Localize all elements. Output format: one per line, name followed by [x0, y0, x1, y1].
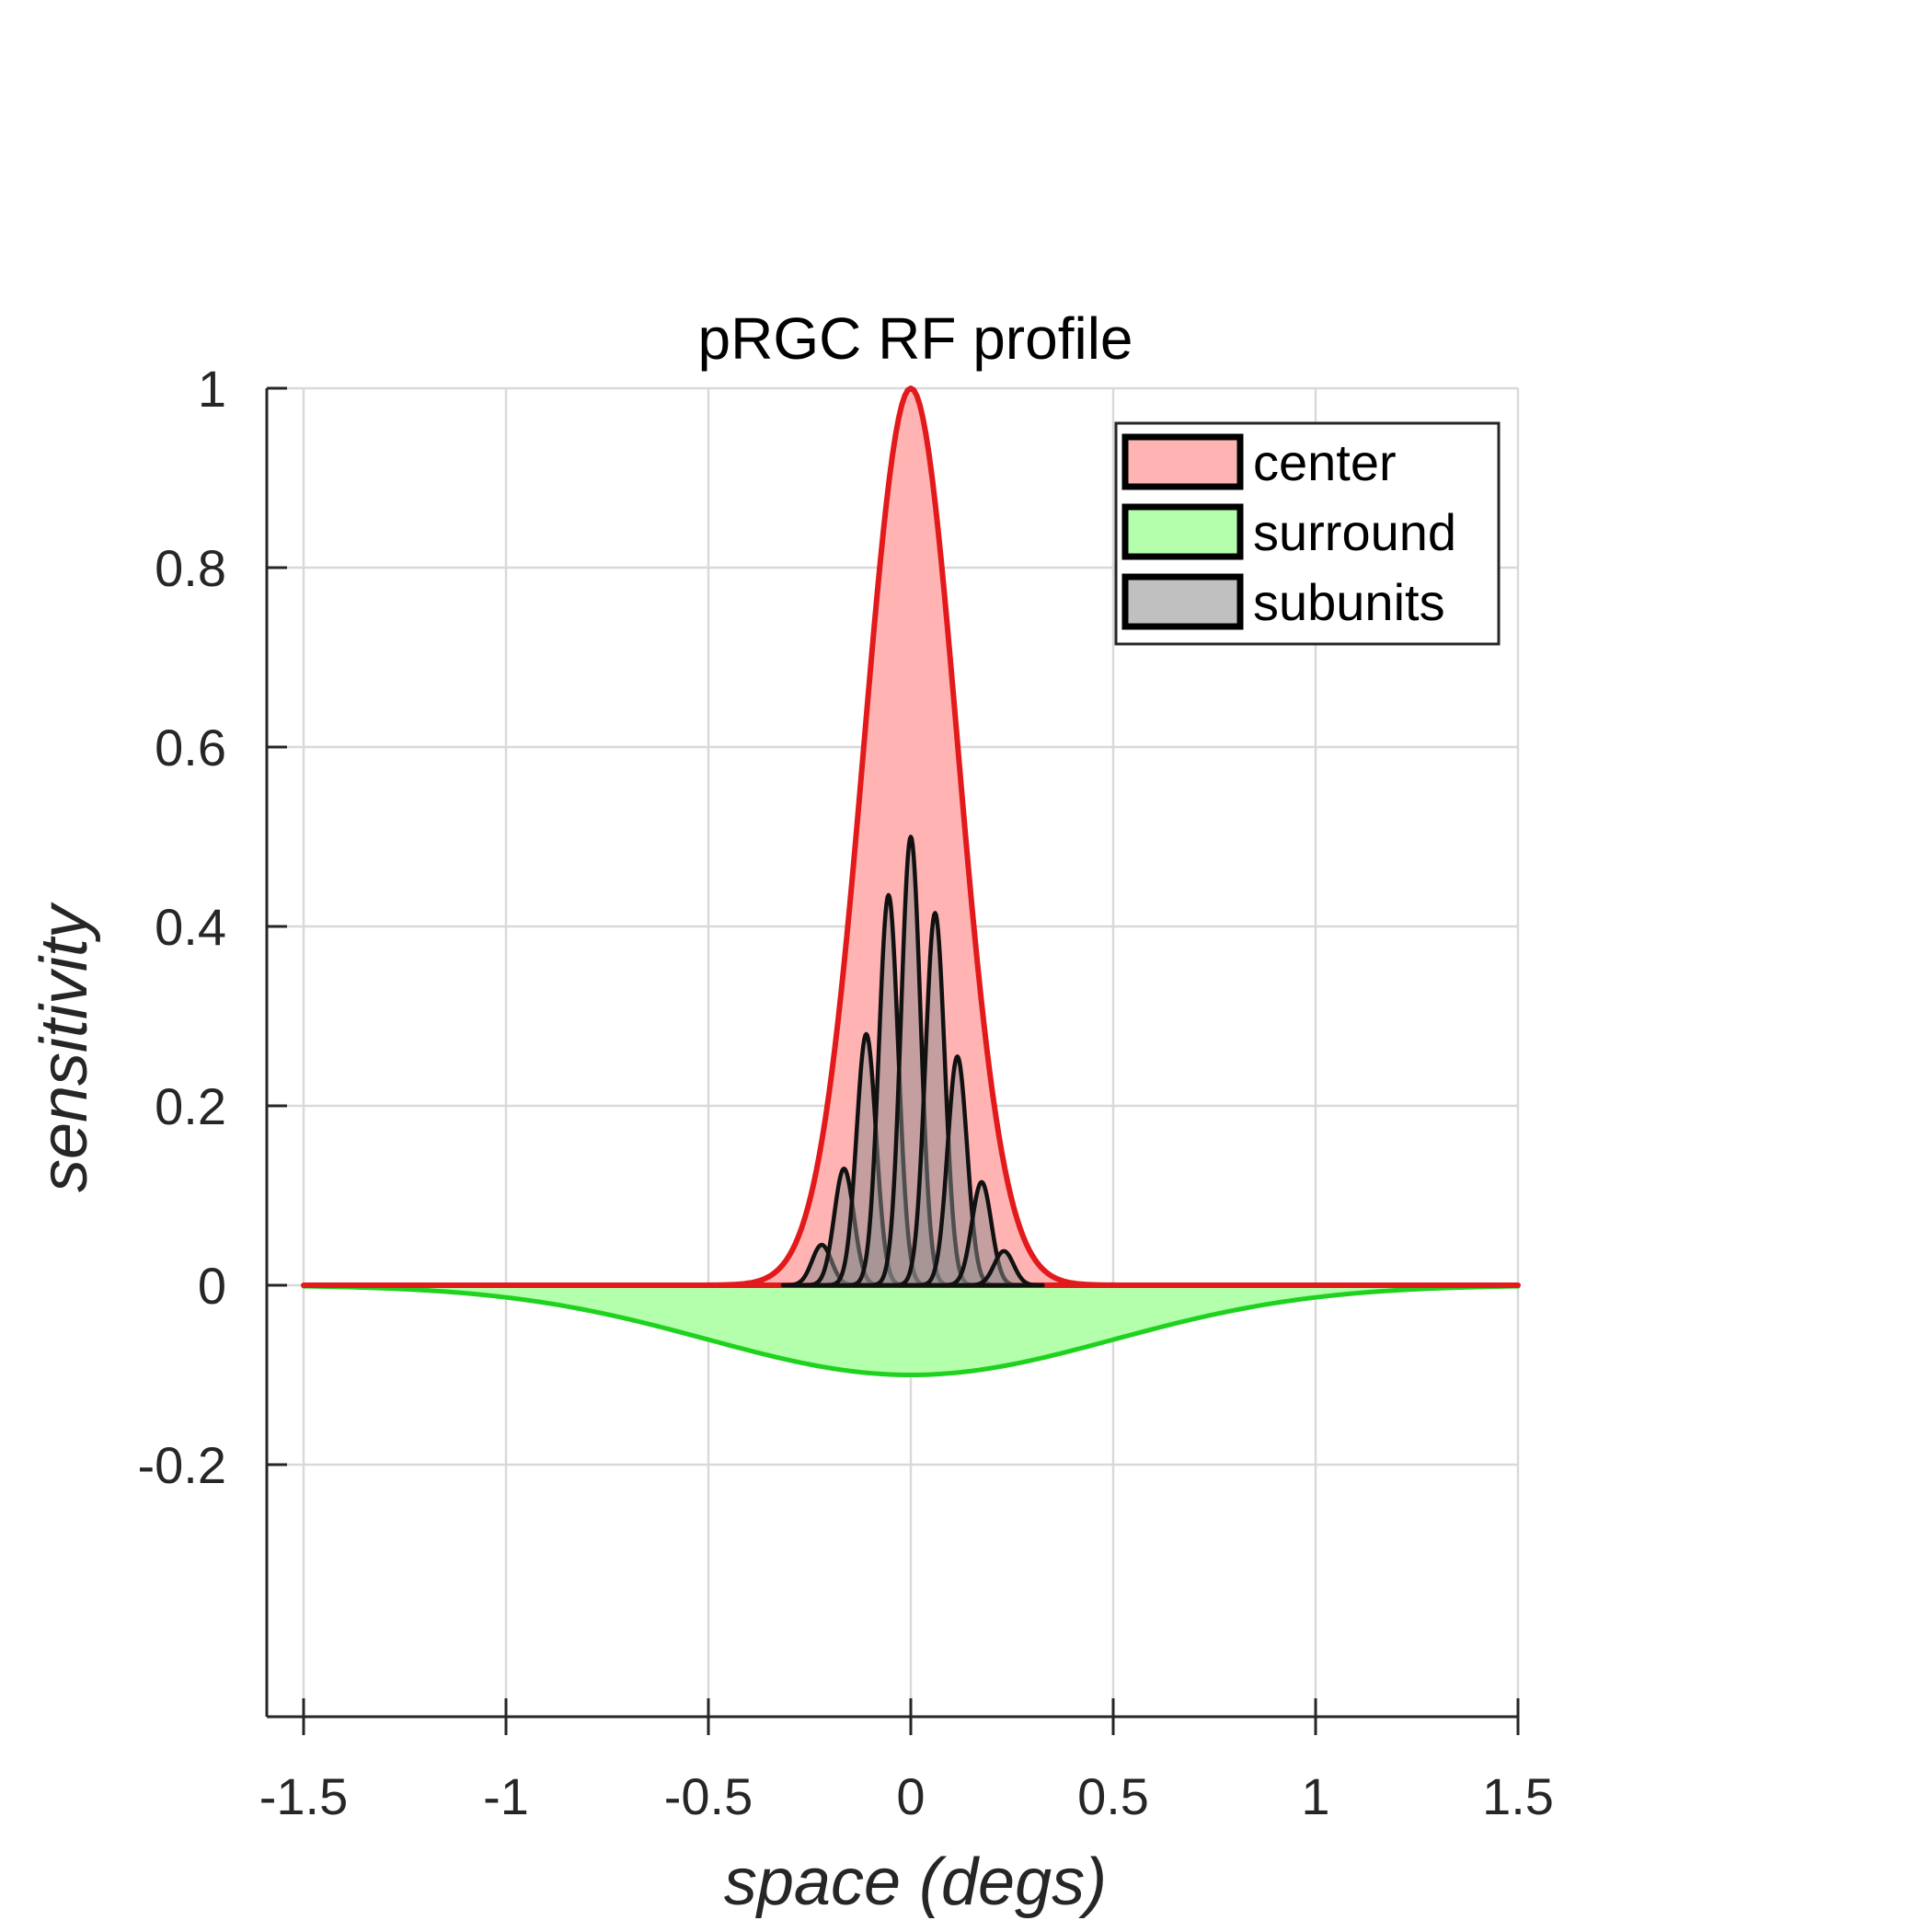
legend-swatch-subunits — [1121, 573, 1244, 630]
y-tick-label: 0.4 — [155, 898, 226, 956]
legend-swatch-center — [1121, 433, 1244, 490]
y-tick-label: 1 — [198, 360, 226, 418]
legend-swatch-surround — [1121, 503, 1244, 560]
x-tick-label: 0 — [896, 1767, 925, 1825]
axes: -1.5 -1 -0.5 0 0.5 1 1.5 -0.2 0 0.2 0.4 0.6 0.8 1 — [138, 360, 1554, 1825]
y-tick-label: 0 — [198, 1257, 226, 1315]
y-ticks: -0.2 0 0.2 0.4 0.6 0.8 1 — [138, 360, 287, 1494]
legend-label-center: center — [1253, 433, 1397, 491]
chart-title: pRGC RF profile — [698, 305, 1133, 372]
x-tick-label: 1.5 — [1482, 1767, 1554, 1825]
legend-item-subunits: subunits — [1121, 573, 1445, 631]
x-tick-label: -0.5 — [664, 1767, 753, 1825]
x-tick-label: -1 — [483, 1767, 529, 1825]
y-tick-label: 0.6 — [155, 719, 226, 776]
legend-item-center: center — [1121, 433, 1397, 491]
x-axis-label: space (degs) — [724, 1846, 1107, 1919]
legend: center surround subunits — [1114, 421, 1501, 646]
y-tick-label: 0.8 — [155, 539, 226, 597]
x-tick-label: 0.5 — [1077, 1767, 1149, 1825]
x-tick-label: -1.5 — [259, 1767, 349, 1825]
y-tick-label: -0.2 — [138, 1436, 227, 1494]
series-layer — [301, 385, 1521, 1377]
subunit-curve — [962, 1248, 1045, 1288]
legend-label-surround: surround — [1253, 503, 1456, 561]
x-tick-label: 1 — [1301, 1767, 1329, 1825]
legend-item-surround: surround — [1121, 503, 1456, 561]
y-tick-label: 0.2 — [155, 1077, 226, 1135]
legend-label-subunits: subunits — [1253, 573, 1445, 631]
subunits-group — [780, 834, 1045, 1288]
surround-area — [301, 1282, 1521, 1377]
y-axis-label: sensitivity — [28, 902, 101, 1192]
x-ticks: -1.5 -1 -0.5 0 0.5 1 1.5 — [259, 1698, 1554, 1825]
